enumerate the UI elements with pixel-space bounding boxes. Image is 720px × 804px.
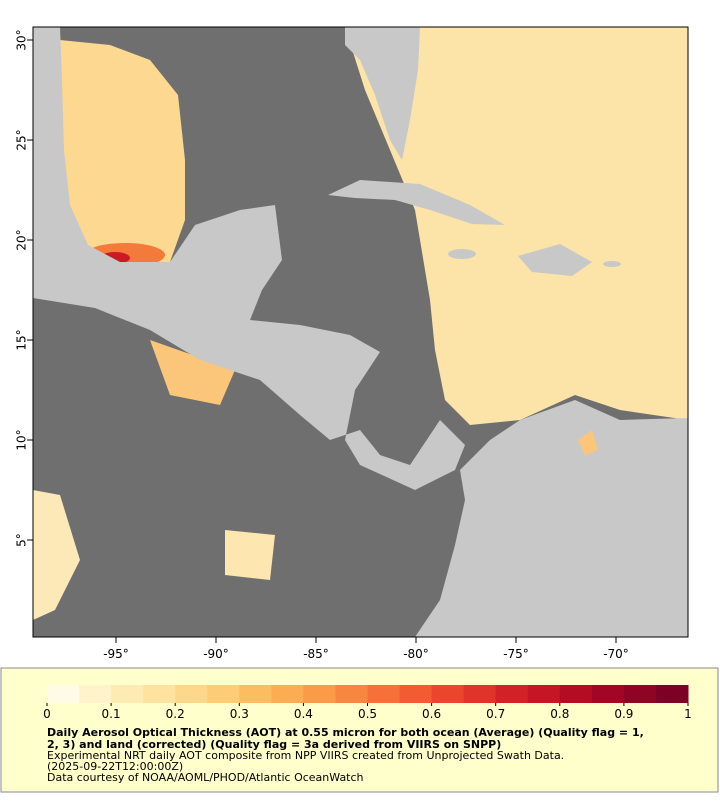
colorbar-tick-label: 0.9	[614, 707, 633, 721]
colorbar-segment	[591, 685, 625, 703]
colorbar-segment	[79, 685, 112, 703]
land-south-america	[415, 400, 688, 637]
land-florida	[345, 27, 420, 160]
colorbar-tick-label: 0.1	[102, 707, 121, 721]
land-cuba	[328, 180, 505, 225]
colorbar-segment	[335, 685, 368, 703]
y-tick-label: 20°	[15, 229, 29, 250]
map-area	[33, 27, 688, 637]
y-tick-label: 15°	[15, 329, 29, 350]
colorbar-tick-label: 0	[43, 707, 51, 721]
y-tick-label: 30°	[15, 29, 29, 50]
colorbar-segment	[207, 685, 240, 703]
caption-title: 2, 3) and land (corrected) (Quality flag…	[47, 738, 501, 751]
caption-line: Experimental NRT daily AOT composite fro…	[47, 749, 564, 762]
colorbar-segment	[47, 685, 80, 703]
x-tick-label: -85°	[303, 647, 329, 661]
colorbar-tick-label: 0.6	[422, 707, 441, 721]
colorbar-segment	[111, 685, 144, 703]
x-tick-label: -90°	[203, 647, 229, 661]
x-tick-label: -70°	[603, 647, 629, 661]
colorbar-segment	[527, 685, 561, 703]
colorbar-segment	[175, 685, 208, 703]
colorbar-tick-label: 0.7	[486, 707, 505, 721]
colorbar-segment	[431, 685, 465, 703]
caption-title: Daily Aerosol Optical Thickness (AOT) at…	[47, 726, 644, 739]
aerosol-lake	[578, 430, 598, 455]
colorbar-segment	[239, 685, 272, 703]
caption-line: Data courtesy of NOAA/AOML/PHOD/Atlantic…	[47, 771, 364, 784]
map-frame	[32, 26, 689, 638]
colorbar-segment	[463, 685, 497, 703]
colorbar-segment	[143, 685, 176, 703]
colorbar-segment	[655, 685, 689, 703]
colorbar: 0 0.1 0.2 0.3 0.4 0.5 0.6 0.7 0.8 0.9 1	[43, 685, 692, 721]
colorbar-tick-label: 0.8	[550, 707, 569, 721]
colorbar-segment	[623, 685, 657, 703]
aerosol-patch	[225, 530, 275, 580]
x-tick-label: -75°	[503, 647, 529, 661]
y-tick-label: 10°	[15, 429, 29, 450]
land-jamaica	[448, 249, 476, 259]
aerosol-gulf	[58, 40, 185, 270]
aerosol-swath	[345, 27, 688, 425]
aerosol-pacific	[150, 340, 235, 405]
land-mexico-central-america	[33, 27, 465, 490]
y-tick-label: 5°	[15, 533, 29, 547]
colorbar-tick-label: 0.4	[294, 707, 313, 721]
aerosol-patch	[33, 490, 80, 620]
colorbar-tick-label: 0.2	[166, 707, 185, 721]
colorbar-segment	[271, 685, 304, 703]
y-tick-label: 25°	[15, 129, 29, 150]
x-tick-label: -95°	[103, 647, 129, 661]
colorbar-segment	[399, 685, 433, 703]
axes: -95° -90° -85° -80° -75° -70° 5° 10° 15° 20° 25° 30…	[15, 29, 629, 661]
x-tick-label: -80°	[403, 647, 429, 661]
land-puerto-rico	[603, 261, 621, 267]
land-hispaniola	[518, 244, 592, 276]
colorbar-segment	[303, 685, 336, 703]
colorbar-tick-label: 1	[684, 707, 692, 721]
colorbar-segment	[367, 685, 401, 703]
colorbar-tick-label: 0.5	[358, 707, 377, 721]
colorbar-tick-label: 0.3	[230, 707, 249, 721]
colorbar-segment	[495, 685, 529, 703]
caption-line: (2025-09-22T12:00:00Z)	[47, 760, 183, 773]
colorbar-segment	[559, 685, 593, 703]
